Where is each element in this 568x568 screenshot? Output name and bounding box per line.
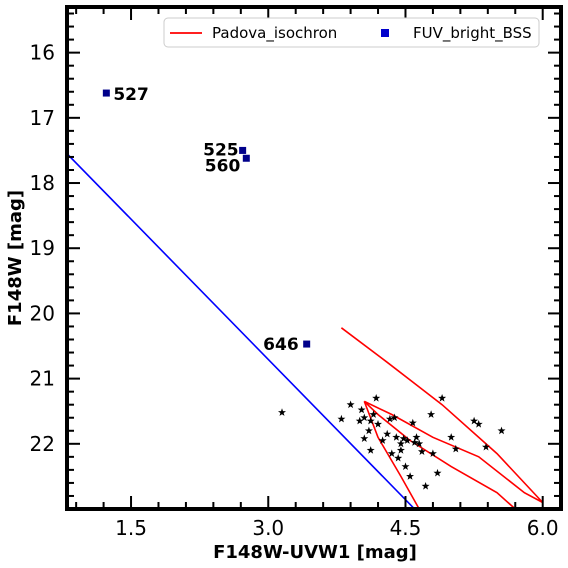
legend-label: Padova_isochron: [212, 24, 337, 43]
legend: Padova_isochron FUV_bright_BSS: [163, 17, 540, 48]
bss-point: [102, 89, 110, 97]
y-tick-label: 18: [30, 171, 55, 195]
star-point: [427, 410, 436, 418]
x-axis: 1.5 3.0 4.5 6.0: [75, 7, 559, 540]
star-point: [415, 439, 424, 448]
star-point: [372, 394, 381, 402]
star-point: [418, 447, 426, 455]
star-point: [366, 446, 375, 454]
star-point: [408, 418, 417, 427]
star-point: [346, 400, 355, 409]
point-annotation: 560: [205, 156, 241, 176]
star-point: [433, 468, 442, 477]
star-point: [394, 453, 403, 462]
x-tick-label: 6.0: [527, 516, 559, 540]
star-point: [360, 413, 369, 422]
plot-content: [67, 89, 544, 509]
star-point: [278, 408, 286, 416]
y-axis-label: F148W [mag]: [5, 190, 26, 326]
star-point: [403, 436, 412, 444]
star-point: [383, 429, 392, 438]
star-point: [421, 482, 430, 490]
star-point: [396, 439, 405, 448]
star-point: [428, 449, 437, 457]
star-point: [497, 426, 506, 435]
star-point: [390, 413, 399, 422]
point-annotation: 527: [113, 85, 149, 105]
star-point: [406, 472, 414, 480]
star-point: [412, 433, 421, 441]
bss-point: [242, 154, 250, 162]
series-line: [340, 327, 544, 509]
star-point: [378, 436, 387, 444]
star-point: [474, 420, 483, 428]
bss-point: [239, 146, 247, 154]
star-point: [387, 449, 396, 457]
star-point: [366, 416, 375, 425]
plot-frame: [65, 5, 563, 511]
star-point: [470, 416, 479, 425]
y-tick-label: 20: [30, 301, 55, 325]
star-point: [482, 442, 490, 451]
star-point: [410, 438, 419, 446]
x-axis-label: F148W-UVW1 [mag]: [213, 542, 417, 563]
point-annotation: 525: [203, 140, 239, 160]
series-line: [67, 153, 416, 509]
star-point: [374, 420, 382, 428]
star-point: [447, 433, 456, 441]
star-point: [385, 414, 394, 423]
star-point: [401, 462, 410, 470]
star-point: [392, 433, 401, 441]
x-tick-label: 4.5: [390, 516, 422, 540]
star-point: [337, 414, 346, 423]
star-point: [438, 394, 447, 402]
star-point: [357, 405, 366, 414]
y-tick-label: 19: [30, 236, 55, 260]
y-tick-label: 21: [30, 367, 55, 391]
star-point: [360, 434, 369, 442]
y-tick-label: 22: [30, 432, 55, 456]
legend-square-swatch: [381, 29, 389, 37]
legend-label: FUV_bright_BSS: [413, 24, 532, 43]
x-tick-label: 3.0: [252, 516, 284, 540]
star-point: [369, 410, 378, 418]
point-annotation: 646: [263, 335, 299, 355]
bss-point: [303, 340, 311, 348]
star-point: [364, 426, 373, 435]
star-point: [451, 444, 460, 453]
star-point: [399, 434, 408, 442]
x-tick-label: 1.5: [115, 516, 147, 540]
legend-box: [163, 17, 540, 48]
star-point: [355, 416, 364, 425]
y-tick-label: 17: [30, 106, 55, 130]
y-tick-label: 16: [30, 41, 55, 65]
star-point: [396, 446, 405, 454]
